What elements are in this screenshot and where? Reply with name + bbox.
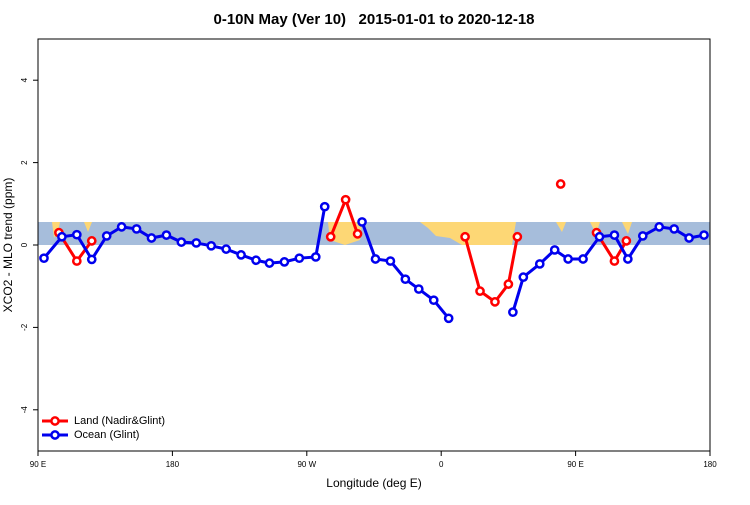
y-tick-label: 4 <box>20 77 29 82</box>
data-point <box>57 231 67 242</box>
data-point <box>206 240 217 251</box>
data-point <box>609 230 620 240</box>
data-point <box>352 229 363 239</box>
data-point <box>71 229 82 240</box>
data-point <box>221 244 232 254</box>
data-point <box>116 222 127 232</box>
x-tick-label: 180 <box>703 460 717 469</box>
data-point <box>413 284 424 294</box>
data-point <box>39 253 49 264</box>
data-point <box>563 254 573 264</box>
y-tick-label: 2 <box>20 160 29 165</box>
data-point <box>71 256 82 266</box>
data-point <box>637 231 648 241</box>
legend-label: Land (Nadir&Glint) <box>74 415 165 427</box>
x-tick-label: 180 <box>166 460 180 469</box>
data-point <box>400 274 411 285</box>
data-point <box>236 250 246 260</box>
data-point <box>512 231 523 242</box>
data-point <box>428 295 439 306</box>
data-point <box>86 236 97 246</box>
data-point <box>191 238 202 248</box>
data-point <box>385 256 396 266</box>
data-point <box>279 257 290 267</box>
chart-title: 0-10N May (Ver 10) 2015-01-01 to 2020-12… <box>213 11 534 28</box>
data-point <box>684 233 694 243</box>
data-point <box>370 254 381 264</box>
data-point <box>699 230 709 240</box>
data-point <box>176 237 187 247</box>
x-tick-label: 0 <box>439 460 444 469</box>
data-point <box>534 259 545 269</box>
y-tick-label: -2 <box>20 323 29 331</box>
data-point <box>310 252 321 262</box>
data-point <box>518 272 529 282</box>
data-point <box>340 194 351 205</box>
data-point <box>508 307 518 318</box>
legend-marker <box>50 416 60 426</box>
data-point <box>549 245 560 255</box>
x-tick-label: 90 E <box>30 460 46 469</box>
x-tick-label: 90 E <box>567 460 583 469</box>
data-point <box>325 231 336 242</box>
data-point <box>131 224 142 234</box>
ocean-band <box>38 222 710 245</box>
data-point <box>460 231 470 242</box>
x-tick-label: 90 W <box>297 460 316 469</box>
data-point <box>443 313 454 324</box>
data-point <box>146 233 157 243</box>
data-point <box>623 254 633 264</box>
data-point <box>594 231 605 242</box>
data-point <box>609 256 620 266</box>
y-tick-label: -4 <box>20 406 29 414</box>
data-point <box>264 258 275 268</box>
data-point <box>654 222 665 232</box>
data-point <box>294 253 305 264</box>
data-point <box>578 254 588 264</box>
data-point <box>161 230 172 240</box>
data-point <box>669 224 680 234</box>
legend-marker <box>50 430 60 440</box>
data-point <box>555 179 566 189</box>
data-point <box>503 279 514 289</box>
y-axis-label: XCO2 - MLO trend (ppm) <box>1 178 15 313</box>
x-axis-label: Longitude (deg E) <box>326 476 421 490</box>
data-point <box>251 255 261 266</box>
legend: Land (Nadir&Glint) Ocean (Glint) <box>42 415 165 441</box>
series-line <box>463 236 519 304</box>
data-point <box>490 297 500 307</box>
data-point <box>319 201 330 212</box>
legend-label: Ocean (Glint) <box>74 429 139 441</box>
data-point <box>621 236 632 246</box>
y-tick-label: 0 <box>20 242 29 247</box>
data-point <box>475 286 485 296</box>
data-point <box>357 217 367 227</box>
data-point <box>101 231 112 241</box>
data-point <box>86 254 97 265</box>
